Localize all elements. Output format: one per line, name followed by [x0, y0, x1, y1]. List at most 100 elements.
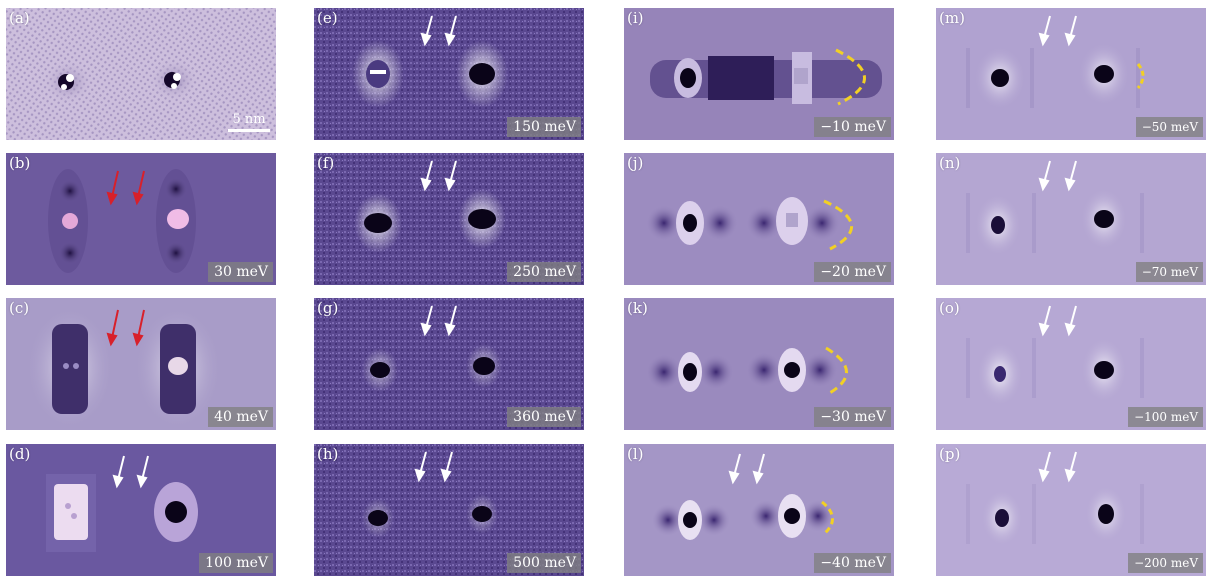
- panel-g: (g) 360 meV: [314, 298, 584, 430]
- arrow-pair: [106, 170, 145, 206]
- panel-n: (n) −70 meV: [936, 153, 1206, 285]
- panel-label: (a): [9, 9, 30, 27]
- panel-label: (o): [939, 299, 960, 317]
- panel-m: (m) −50 meV: [936, 8, 1206, 140]
- defect-left: [54, 484, 88, 540]
- energy-label: 500 meV: [507, 553, 581, 573]
- panel-label: (f): [317, 154, 335, 172]
- defect-right: [1094, 210, 1114, 228]
- dashed-arc: [825, 346, 848, 396]
- energy-label: 250 meV: [507, 262, 581, 282]
- scale-bar-line: [228, 129, 270, 132]
- panel-e: (e) 150 meV: [314, 8, 584, 140]
- scale-bar-label: 5 nm: [232, 112, 266, 127]
- panel-i: (i) −10 meV: [624, 8, 894, 140]
- panel-a: (a) 5 nm: [6, 8, 276, 140]
- arrow-pair: [420, 15, 457, 47]
- panel-p: (p) −200 meV: [936, 444, 1206, 576]
- arrow-pair: [1038, 15, 1077, 47]
- panel-label: (c): [9, 299, 30, 317]
- stm-image-m: [936, 8, 1206, 140]
- energy-label: −50 meV: [1135, 117, 1203, 137]
- panel-label: (e): [317, 9, 338, 27]
- defect-right: [786, 213, 798, 227]
- arrow-pair: [1038, 305, 1077, 337]
- stm-image-b: [6, 153, 276, 285]
- stm-image-d: [6, 444, 276, 576]
- energy-label: −100 meV: [1128, 407, 1203, 427]
- energy-label: −10 meV: [814, 117, 891, 137]
- dashed-arc: [835, 48, 866, 106]
- scale-bar: 5 nm: [228, 112, 270, 132]
- panel-label: (k): [627, 299, 648, 317]
- panel-label: (h): [317, 445, 339, 463]
- arrow-pair: [1038, 160, 1077, 192]
- arrow-pair: [112, 455, 149, 489]
- defect-right: [794, 68, 808, 84]
- defect-left: [994, 366, 1006, 382]
- arrow-pair: [414, 451, 453, 483]
- arrow-pair: [420, 305, 457, 337]
- defect-left: [58, 179, 82, 203]
- defect-right: [1098, 504, 1114, 524]
- defect-left: [683, 214, 697, 232]
- panel-label: (l): [627, 445, 644, 463]
- defect-left: [683, 363, 697, 381]
- defect-left: [683, 512, 697, 528]
- defect-right: [1094, 65, 1114, 83]
- dashed-arc: [1136, 63, 1145, 89]
- stm-image-g: [314, 298, 584, 430]
- defect-right: [784, 362, 800, 378]
- defect-left: [52, 324, 88, 414]
- defect-right: [165, 501, 187, 523]
- energy-label: 30 meV: [208, 262, 273, 282]
- panel-l: (l) −40 meV: [624, 444, 894, 576]
- energy-label: −30 meV: [814, 407, 891, 427]
- energy-label: −40 meV: [814, 553, 891, 573]
- panel-label: (j): [627, 154, 644, 172]
- defect-right: [473, 357, 495, 375]
- arrow-pair: [420, 160, 457, 192]
- energy-label: 40 meV: [208, 407, 273, 427]
- panel-h: (h) 500 meV: [314, 444, 584, 576]
- panel-o: (o) −100 meV: [936, 298, 1206, 430]
- energy-label: −70 meV: [1135, 262, 1203, 282]
- stm-image-a: [6, 8, 276, 140]
- panel-label: (m): [939, 9, 965, 27]
- panel-f: (f) 250 meV: [314, 153, 584, 285]
- panel-j: (j) −20 meV: [624, 153, 894, 285]
- defect-right: [164, 177, 188, 201]
- defect-left: [368, 510, 388, 526]
- panel-label: (p): [939, 445, 961, 463]
- defect-right: [469, 63, 495, 85]
- defect-left: [680, 68, 696, 88]
- defect-left: [991, 69, 1009, 87]
- defect-left: [370, 362, 390, 378]
- energy-label: −200 meV: [1128, 553, 1203, 573]
- panel-label: (g): [317, 299, 339, 317]
- stm-image-j: [624, 153, 894, 285]
- panel-label: (b): [9, 154, 31, 172]
- arrow-pair: [728, 453, 765, 485]
- arrow-pair: [106, 309, 145, 347]
- panel-label: (n): [939, 154, 961, 172]
- panel-c: (c) 40 meV: [6, 298, 276, 430]
- defect-right: [472, 506, 492, 522]
- panel-b: (b) 30 meV: [6, 153, 276, 285]
- defect-left: [995, 509, 1009, 527]
- defect-right: [468, 209, 496, 229]
- defect-right: [1094, 361, 1114, 379]
- energy-label: 360 meV: [507, 407, 581, 427]
- energy-label: −20 meV: [814, 262, 891, 282]
- defect-left: [991, 216, 1005, 234]
- defect-right: [784, 508, 800, 524]
- stm-image-c: [6, 298, 276, 430]
- defect-left: [364, 213, 392, 233]
- dashed-arc: [821, 500, 834, 536]
- stm-image-p: [936, 444, 1206, 576]
- panel-k: (k) −30 meV: [624, 298, 894, 430]
- panel-label: (i): [627, 9, 644, 27]
- panel-label: (d): [9, 445, 31, 463]
- arrow-pair: [1038, 451, 1077, 483]
- panel-d: (d) 100 meV: [6, 444, 276, 576]
